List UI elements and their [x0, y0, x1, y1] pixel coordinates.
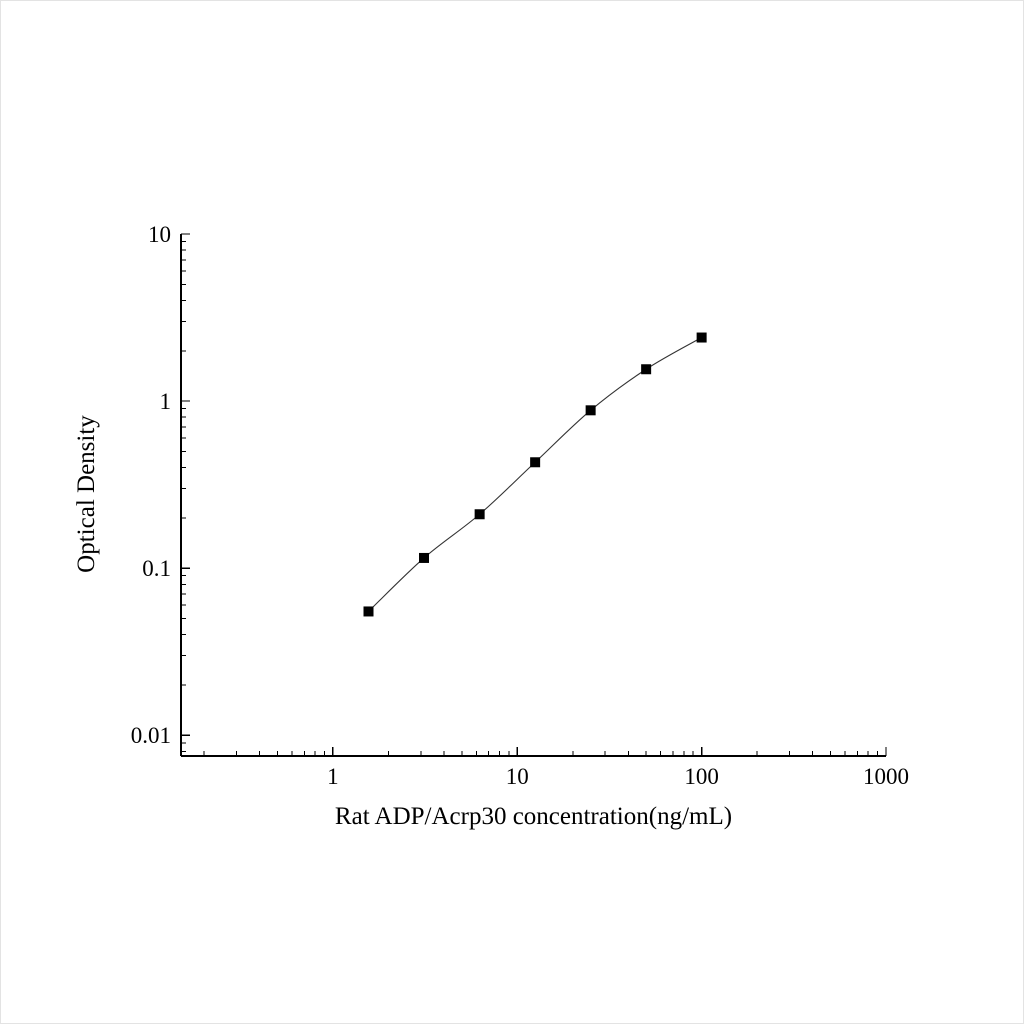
data-point-marker [530, 457, 541, 468]
data-point-marker [474, 509, 485, 520]
data-point-marker [585, 405, 596, 416]
fit-curve [368, 337, 702, 612]
data-point-marker [419, 552, 430, 563]
x-tick-label: 100 [684, 764, 719, 789]
data-point-marker [696, 332, 707, 343]
data-point-marker [641, 364, 652, 375]
x-tick-label: 10 [506, 764, 529, 789]
x-axis-title: Rat ADP/Acrp30 concentration(ng/mL) [334, 803, 733, 830]
y-tick-label: 0.01 [131, 723, 171, 748]
y-axis-title: Optical Density [73, 415, 100, 573]
x-tick-label: 1000 [863, 764, 909, 789]
y-tick-label: 10 [148, 222, 171, 247]
data-point-marker [363, 606, 374, 617]
y-tick-label: 1 [160, 389, 172, 414]
y-tick-label: 0.1 [142, 556, 171, 581]
x-tick-label: 1 [327, 764, 339, 789]
